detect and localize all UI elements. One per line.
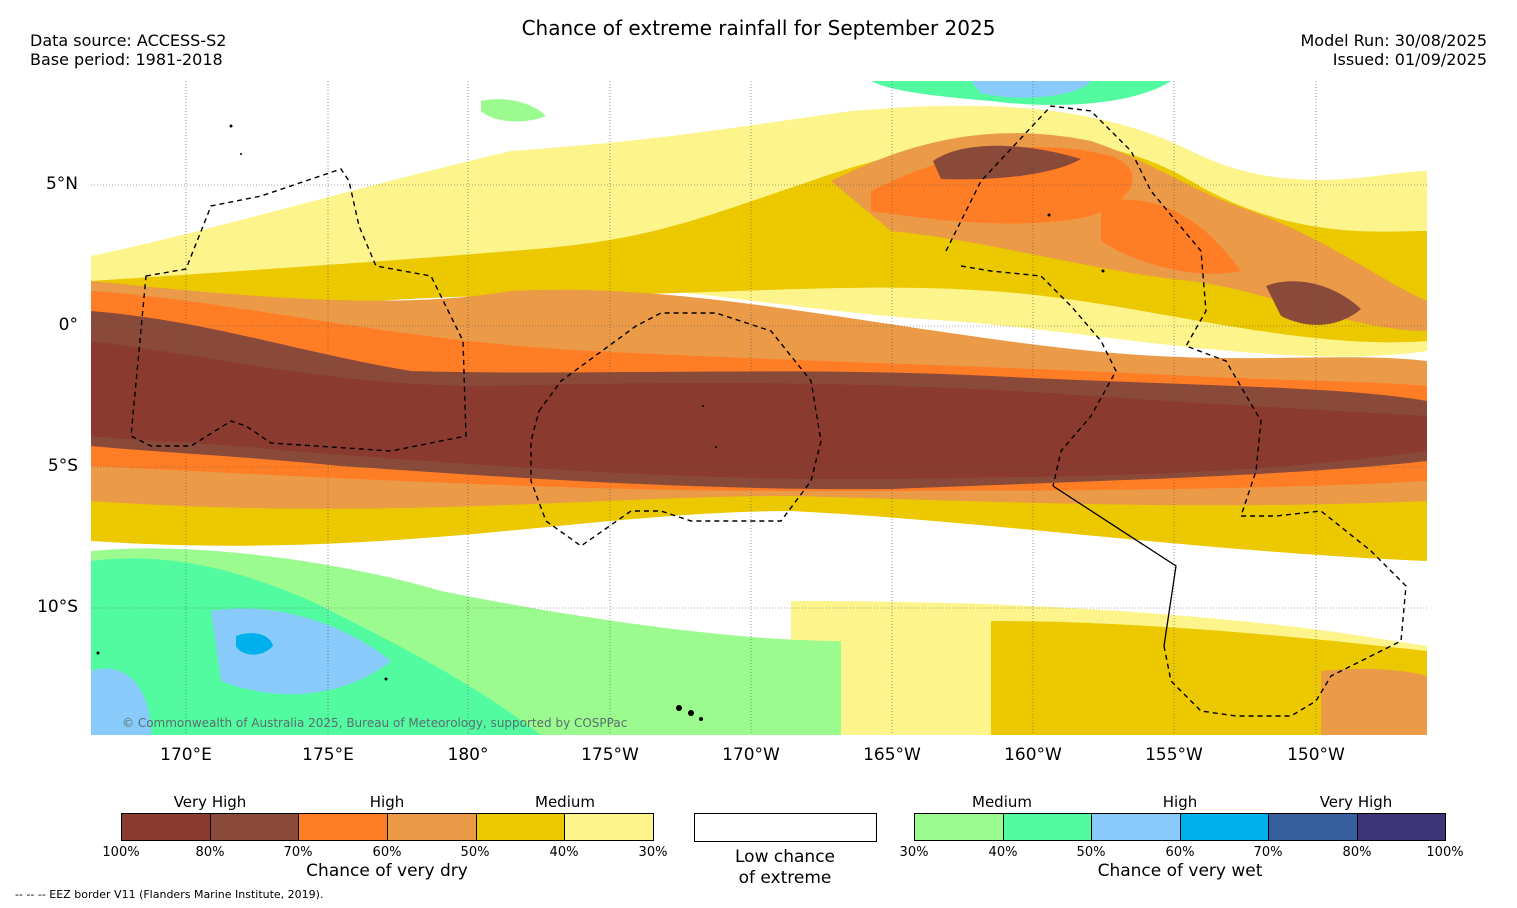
wet-high-top	[971, 81, 1091, 98]
wet-veryhigh-southwest	[236, 633, 273, 655]
lat-label-10s: 10°S	[37, 597, 78, 617]
rainfall-map	[91, 81, 1427, 735]
lon-label-180: 180°	[447, 745, 489, 765]
legend-wet-header-medium: Medium	[972, 793, 1032, 811]
legend-dry-tick: 30%	[638, 845, 668, 860]
legend-dry-swatch	[122, 814, 211, 840]
lon-label-150w: 150°W	[1287, 745, 1345, 765]
legend-dry-tick: 70%	[283, 845, 313, 860]
legend-low-chance-box	[694, 813, 877, 842]
eez-borders	[130, 105, 1407, 717]
legend-dry-swatch	[210, 814, 300, 840]
lon-label-165w: 165°W	[863, 745, 921, 765]
legend-wet-swatch	[1269, 814, 1358, 840]
lat-label-5s: 5°S	[47, 456, 78, 476]
model-run-text: Model Run: 30/08/2025	[1300, 31, 1488, 50]
legend-dry-tick: 100%	[102, 845, 140, 860]
legend-wet-tick: 30%	[899, 845, 929, 860]
legend-wet-header-high: High	[1162, 793, 1198, 811]
legend-dry-title: Chance of very dry	[306, 861, 468, 881]
legend-dry-tick: 50%	[460, 845, 490, 860]
legend-dry-swatch	[388, 814, 477, 840]
legend-wet-swatch	[1180, 814, 1269, 840]
eez-border-note: -- -- -- EEZ border V11 (Flanders Marine…	[15, 888, 324, 901]
lon-label-175e: 175°E	[302, 745, 354, 765]
dry-medium-south-core	[991, 621, 1427, 735]
data-source-text: Data source: ACCESS-S2	[30, 31, 227, 50]
legend-dry-swatch	[476, 814, 566, 840]
legend-wet-tick: 50%	[1076, 845, 1106, 860]
legend-dry-header-medium: Medium	[535, 793, 595, 811]
lat-label-5n: 5°N	[45, 174, 78, 194]
legend-dry-tick: 40%	[549, 845, 579, 860]
legend-wet-colorbar	[914, 813, 1446, 841]
legend-wet-swatch	[1003, 814, 1092, 840]
legend-low-chance-title: Low chance of extreme	[685, 847, 885, 889]
wet-higher-southwest	[91, 608, 391, 735]
issued-text: Issued: 01/09/2025	[1332, 50, 1487, 69]
legend-dry-header-very-high: Very High	[173, 793, 247, 811]
legend-wet-tick: 60%	[1165, 845, 1195, 860]
legend-wet-title: Chance of very wet	[1097, 861, 1263, 881]
legend-wet-swatch	[1357, 814, 1445, 840]
wet-medium-top-small	[481, 99, 546, 122]
legend-dry-header-high: High	[369, 793, 405, 811]
legend-dry-tick: 80%	[195, 845, 225, 860]
lon-label-170w: 170°W	[722, 745, 780, 765]
legend-dry-colorbar	[121, 813, 654, 841]
legend-low-chance-line1: Low chance	[735, 847, 835, 867]
lat-label-0: 0°	[58, 315, 78, 335]
legend-wet-tick: 40%	[988, 845, 1018, 860]
legend-wet-header-very-high: Very High	[1319, 793, 1393, 811]
legend-wet-swatch	[1092, 814, 1181, 840]
island-markers	[96, 124, 1105, 721]
lon-label-170e: 170°E	[160, 745, 212, 765]
copyright-notice: © Commonwealth of Australia 2025, Bureau…	[122, 716, 628, 730]
legend-dry-swatch	[299, 814, 389, 840]
dry-veryhigh-north-2	[1266, 281, 1361, 325]
legend-wet-tick: 70%	[1253, 845, 1283, 860]
map-gridlines	[91, 81, 1427, 735]
model-info-block: Model Run: 30/08/2025 Issued: 01/09/2025	[1301, 31, 1488, 69]
eez-solid-border	[1052, 485, 1177, 647]
base-period-text: Base period: 1981-2018	[30, 50, 223, 69]
legend-wet-swatch	[915, 814, 1004, 840]
lon-label-175w: 175°W	[581, 745, 639, 765]
dry-high-south	[1321, 668, 1427, 735]
legend-low-chance-line2: of extreme	[738, 868, 832, 888]
dry-veryhigh-north-1	[933, 145, 1081, 180]
legend-dry-swatch	[565, 814, 654, 840]
lon-label-160w: 160°W	[1004, 745, 1062, 765]
legend-wet-tick: 80%	[1342, 845, 1372, 860]
map-title: Chance of extreme rainfall for September…	[521, 16, 996, 40]
legend-wet-tick: 100%	[1426, 845, 1464, 860]
data-source-block: Data source: ACCESS-S2 Base period: 1981…	[30, 31, 226, 69]
lon-label-155w: 155°W	[1145, 745, 1203, 765]
legend-dry-tick: 60%	[372, 845, 402, 860]
